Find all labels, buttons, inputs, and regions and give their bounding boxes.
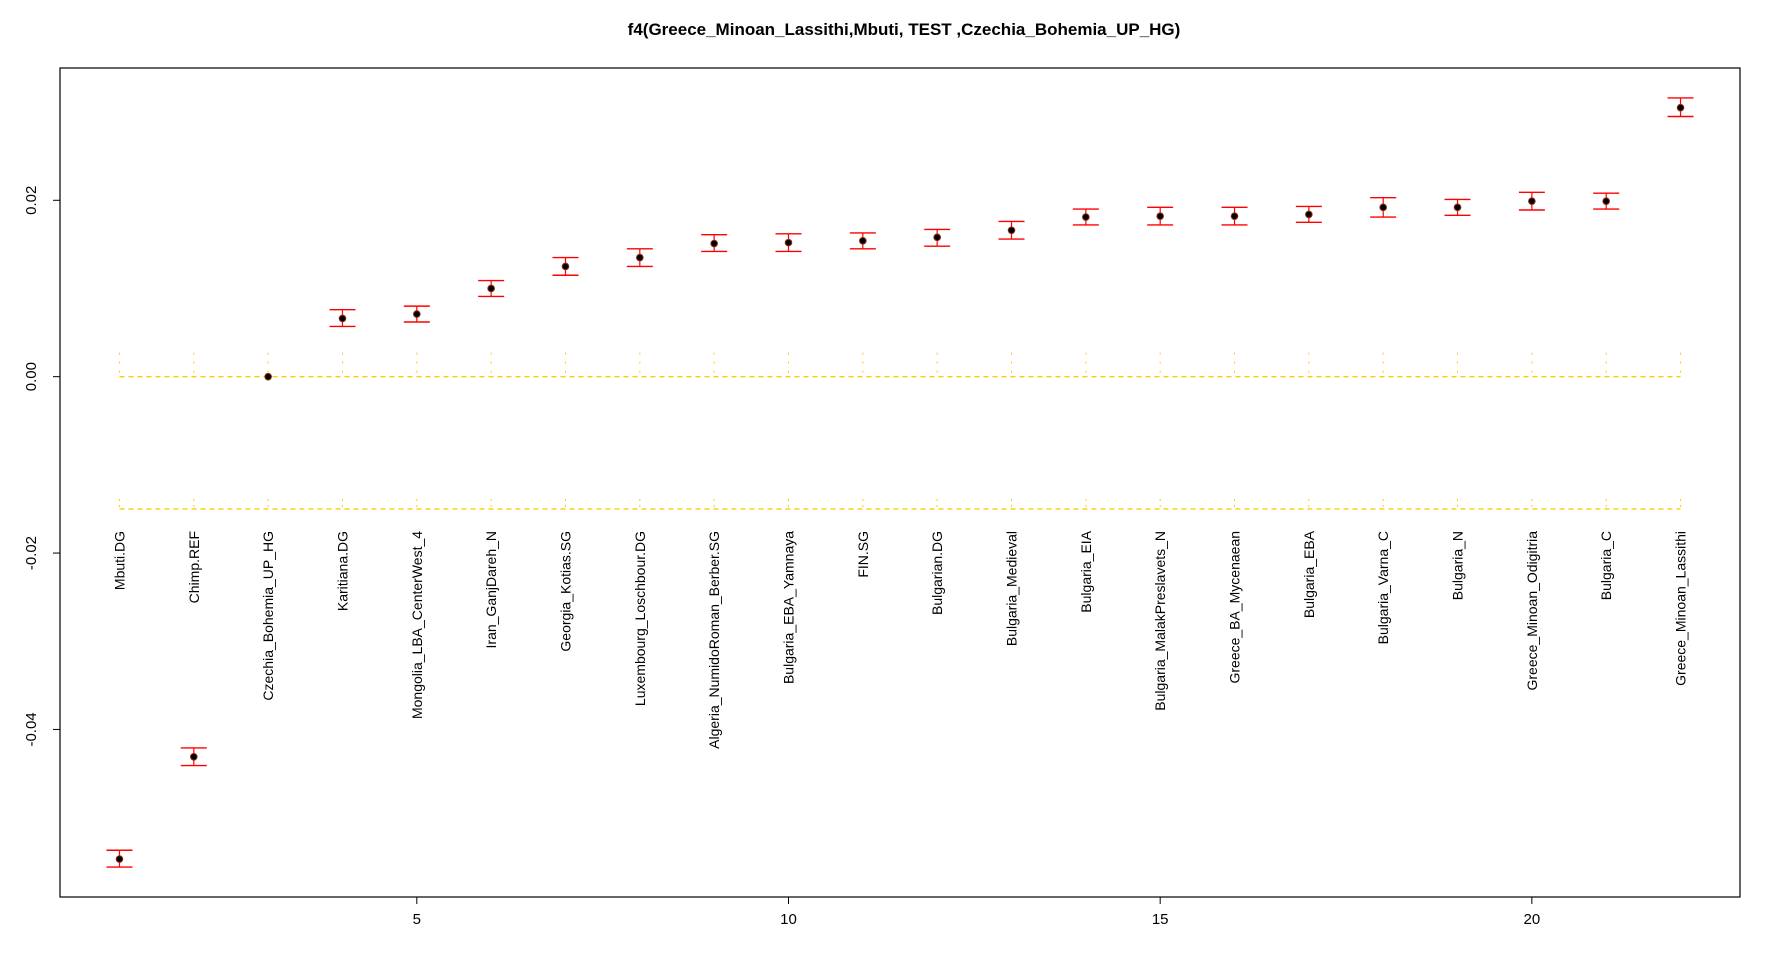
- category-label: Bulgaria_Varna_C: [1375, 531, 1391, 644]
- data-point: [636, 253, 644, 262]
- x-tick-label: 5: [413, 911, 421, 928]
- category-label: Karitiana.DG: [334, 531, 350, 611]
- data-point: [190, 752, 198, 761]
- x-tick-label: 20: [1524, 911, 1541, 928]
- data-point: [413, 310, 421, 318]
- y-axis: -0.04 -0.02 0.00 0.02: [23, 186, 60, 747]
- data-points: [115, 103, 1685, 863]
- error-bars: [106, 97, 1694, 868]
- data-point: [933, 233, 941, 242]
- data-point: [784, 238, 793, 247]
- data-point: [264, 372, 272, 381]
- category-label: Bulgaria_EIA: [1078, 530, 1094, 612]
- category-label: Greece_Minoan_Odigitria: [1524, 531, 1540, 691]
- category-label: Georgia_Kotias.SG: [557, 531, 573, 652]
- category-label: Mbuti.DG: [111, 531, 127, 590]
- data-point: [1156, 212, 1164, 220]
- data-point: [115, 855, 124, 863]
- data-point: [1528, 197, 1536, 205]
- data-point: [1082, 213, 1090, 221]
- category-label: Algeria_NumidoRoman_Berber.SG: [706, 531, 722, 749]
- y-tick-label: -0.02: [23, 536, 40, 570]
- category-label: Luxembourg_Loschbour.DG: [632, 531, 648, 706]
- y-tick-label: 0.02: [23, 186, 40, 215]
- guide-lines: [118, 352, 1682, 510]
- data-point: [1602, 197, 1610, 205]
- category-labels: Mbuti.DG Chimp.REF Czechia_Bohemia_UP_HG Ka…: [111, 530, 1688, 749]
- data-point: [1676, 103, 1685, 112]
- category-label: Czechia_Bohemia_UP_HG: [260, 531, 276, 701]
- data-point: [1453, 203, 1462, 212]
- data-point: [859, 237, 867, 245]
- category-label: Greece_Minoan_Lassithi: [1673, 531, 1689, 686]
- category-label: FIN.SG: [855, 531, 871, 578]
- x-tick-label: 10: [780, 911, 797, 928]
- data-point: [338, 314, 347, 323]
- category-label: Bulgaria_EBA_Yamnaya: [780, 531, 796, 684]
- category-label: Greece_BA_Mycenaean: [1227, 531, 1243, 684]
- data-point: [1007, 226, 1016, 235]
- data-point: [487, 284, 495, 293]
- x-axis: 5 10 15 20: [413, 897, 1541, 928]
- data-point: [1230, 212, 1239, 220]
- category-label: Bulgaria_C: [1598, 531, 1614, 600]
- category-label: Iran_GanjDareh_N: [483, 531, 499, 649]
- data-point: [1305, 210, 1313, 219]
- category-label: Mongolia_LBA_CenterWest_4: [409, 531, 425, 719]
- category-label: Bulgaria_N: [1450, 531, 1466, 600]
- category-label: Bulgaria_EBA: [1301, 530, 1317, 618]
- x-tick-label: 15: [1152, 911, 1169, 928]
- category-label: Chimp.REF: [186, 531, 202, 603]
- data-point: [1379, 203, 1387, 212]
- data-point: [710, 239, 718, 248]
- plot-frame: [59, 67, 1741, 898]
- y-tick-label: -0.04: [23, 712, 40, 746]
- category-label: Bulgaria_Medieval: [1004, 531, 1020, 646]
- category-label: Bulgarian.DG: [929, 531, 945, 615]
- data-point: [561, 262, 570, 271]
- chart-title: f4(Greece_Minoan_Lassithi,Mbuti, TEST ,C…: [628, 20, 1181, 39]
- y-tick-label: 0.00: [23, 362, 40, 391]
- category-label: Bulgaria_MalakPreslavets_N: [1152, 531, 1168, 711]
